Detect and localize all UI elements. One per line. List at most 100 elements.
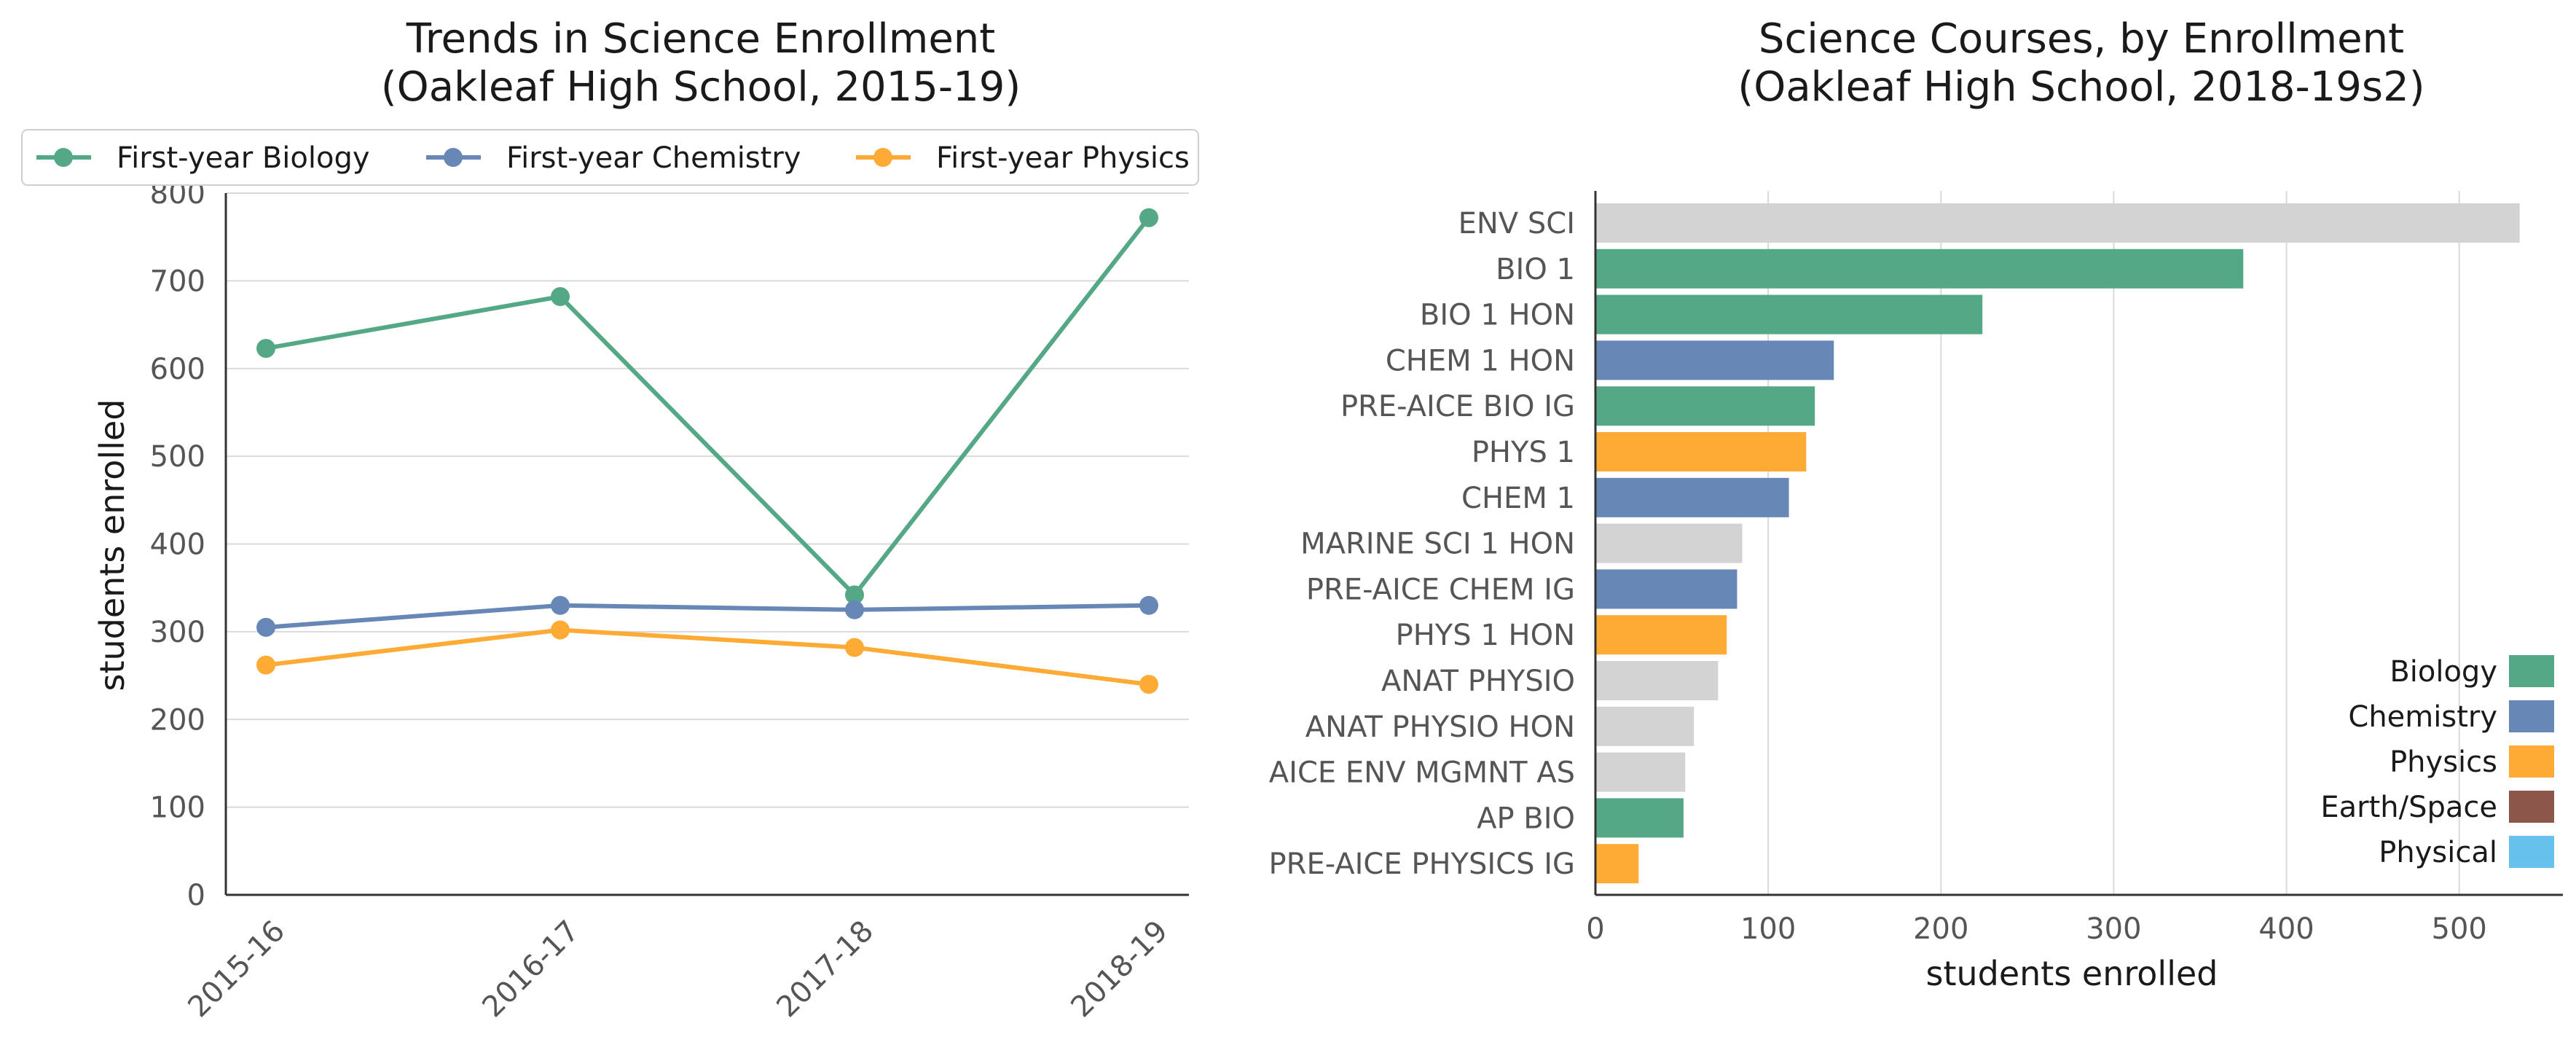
legend-marker: [444, 148, 463, 167]
category-label: PRE-AICE BIO IG: [1340, 390, 1575, 423]
series-line: [265, 216, 1151, 598]
legend-marker: [54, 148, 73, 167]
bar: [1595, 203, 2520, 243]
category-label: ANAT PHYSIO HON: [1305, 711, 1575, 744]
legend-box: [21, 129, 1199, 186]
bar: [1595, 523, 1743, 563]
x-tick-label: 2017-18: [770, 915, 880, 1025]
data-point: [551, 287, 570, 307]
y-tick-label: 100: [150, 791, 205, 825]
series-line: [265, 627, 1150, 687]
bar-chart-bars: [1595, 203, 2520, 884]
bar: [1595, 798, 1684, 838]
bar: [1595, 615, 1727, 655]
x-tick-label: 0: [1586, 912, 1604, 946]
bar-chart-legend: Biology Chemistry Physics Earth/Space Physic…: [2320, 655, 2554, 869]
line-chart-subtitle: (Oakleaf High School, 2015-19): [381, 63, 1021, 111]
bar-chart: Science Courses, by Enrollment (Oakleaf …: [1269, 15, 2563, 993]
line-chart-y-axis-label: students enrolled: [93, 399, 132, 692]
data-point: [1139, 208, 1158, 227]
category-label: CHEM 1: [1461, 482, 1575, 515]
legend-label: Earth/Space: [2320, 791, 2497, 824]
data-point: [1139, 675, 1158, 694]
data-point: [845, 638, 864, 657]
y-tick-label: 600: [150, 353, 205, 386]
bar: [1595, 432, 1807, 471]
y-tick-label: 0: [187, 879, 205, 912]
line-chart-axes: [224, 193, 1189, 896]
legend-swatch: [2509, 655, 2554, 687]
bar-chart-category-labels: ENV SCI BIO 1 BIO 1 HON CHEM 1 HON PRE-AICE …: [1269, 207, 1575, 881]
legend-swatch: [2509, 700, 2554, 732]
bar: [1595, 248, 2244, 289]
bar-chart-title: Science Courses, by Enrollment: [1759, 15, 2404, 63]
legend-label: First-year Biology: [117, 141, 370, 175]
x-tick-label: 400: [2258, 912, 2314, 946]
data-point: [256, 655, 275, 675]
bar: [1595, 477, 1789, 517]
line-chart-x-ticks: 2015-16 2016-17 2017-18 2018-19: [181, 915, 1174, 1025]
series-line: [265, 603, 1150, 630]
legend-label: Chemistry: [2348, 700, 2497, 734]
y-tick-label: 200: [150, 703, 205, 737]
x-tick-label: 2015-16: [181, 915, 291, 1025]
line-chart-title: Trends in Science Enrollment: [406, 15, 995, 63]
bar-chart-x-axis-label: students enrolled: [1926, 954, 2218, 993]
category-label: CHEM 1 HON: [1386, 344, 1575, 377]
category-label: ANAT PHYSIO: [1381, 665, 1575, 698]
legend-marker: [873, 148, 892, 167]
x-tick-label: 500: [2432, 912, 2487, 946]
y-tick-label: 300: [150, 616, 205, 649]
bar: [1595, 706, 1695, 746]
category-label: PRE-AICE PHYSICS IG: [1269, 848, 1575, 881]
bar: [1595, 340, 1834, 380]
legend-label: Physics: [2390, 745, 2497, 779]
category-label: PHYS 1: [1472, 436, 1575, 469]
line-chart-legend: First-year Biology First-year Chemistry Fi…: [21, 129, 1199, 186]
data-point: [256, 339, 275, 359]
y-tick-label: 700: [150, 265, 205, 298]
data-point: [551, 620, 570, 640]
legend-label: Physical: [2379, 836, 2497, 869]
line-chart: Trends in Science Enrollment (Oakleaf Hi…: [21, 15, 1199, 1025]
data-point: [845, 600, 864, 619]
legend-label: Biology: [2390, 655, 2497, 689]
bar: [1595, 752, 1686, 792]
bar-chart-axes: [1594, 191, 2563, 896]
x-tick-label: 100: [1740, 912, 1796, 946]
bar-chart-x-ticks: 0 100 200 300 400 500: [1586, 912, 2487, 946]
category-label: PHYS 1 HON: [1396, 619, 1575, 652]
bar: [1595, 661, 1719, 700]
legend-label: First-year Chemistry: [506, 141, 801, 175]
line-chart-series: [256, 208, 1158, 694]
bar: [1595, 386, 1815, 426]
category-label: MARINE SCI 1 HON: [1300, 528, 1575, 561]
category-label: BIO 1: [1496, 253, 1575, 286]
legend-swatch: [2509, 791, 2554, 823]
y-tick-label: 400: [150, 528, 205, 562]
legend-swatch: [2509, 836, 2554, 868]
y-tick-label: 500: [150, 440, 205, 474]
category-label: BIO 1 HON: [1420, 299, 1575, 332]
bar-chart-grid: [1767, 191, 2460, 895]
bar: [1595, 844, 1639, 884]
data-point: [1139, 595, 1158, 615]
x-tick-label: 2018-19: [1064, 915, 1174, 1025]
bar: [1595, 294, 1983, 334]
data-point: [551, 595, 570, 615]
data-point: [256, 617, 275, 637]
category-label: AICE ENV MGMNT AS: [1269, 756, 1575, 790]
line-chart-grid: [226, 192, 1189, 896]
x-tick-label: 300: [2086, 912, 2141, 946]
category-label: ENV SCI: [1458, 207, 1575, 240]
bar: [1595, 569, 1737, 609]
legend-label: First-year Physics: [936, 141, 1190, 175]
category-label: PRE-AICE CHEM IG: [1306, 573, 1575, 606]
x-tick-label: 2016-17: [476, 915, 586, 1025]
legend-swatch: [2509, 745, 2554, 778]
category-label: AP BIO: [1477, 802, 1575, 835]
data-point: [845, 585, 864, 605]
x-tick-label: 200: [1913, 912, 1968, 946]
